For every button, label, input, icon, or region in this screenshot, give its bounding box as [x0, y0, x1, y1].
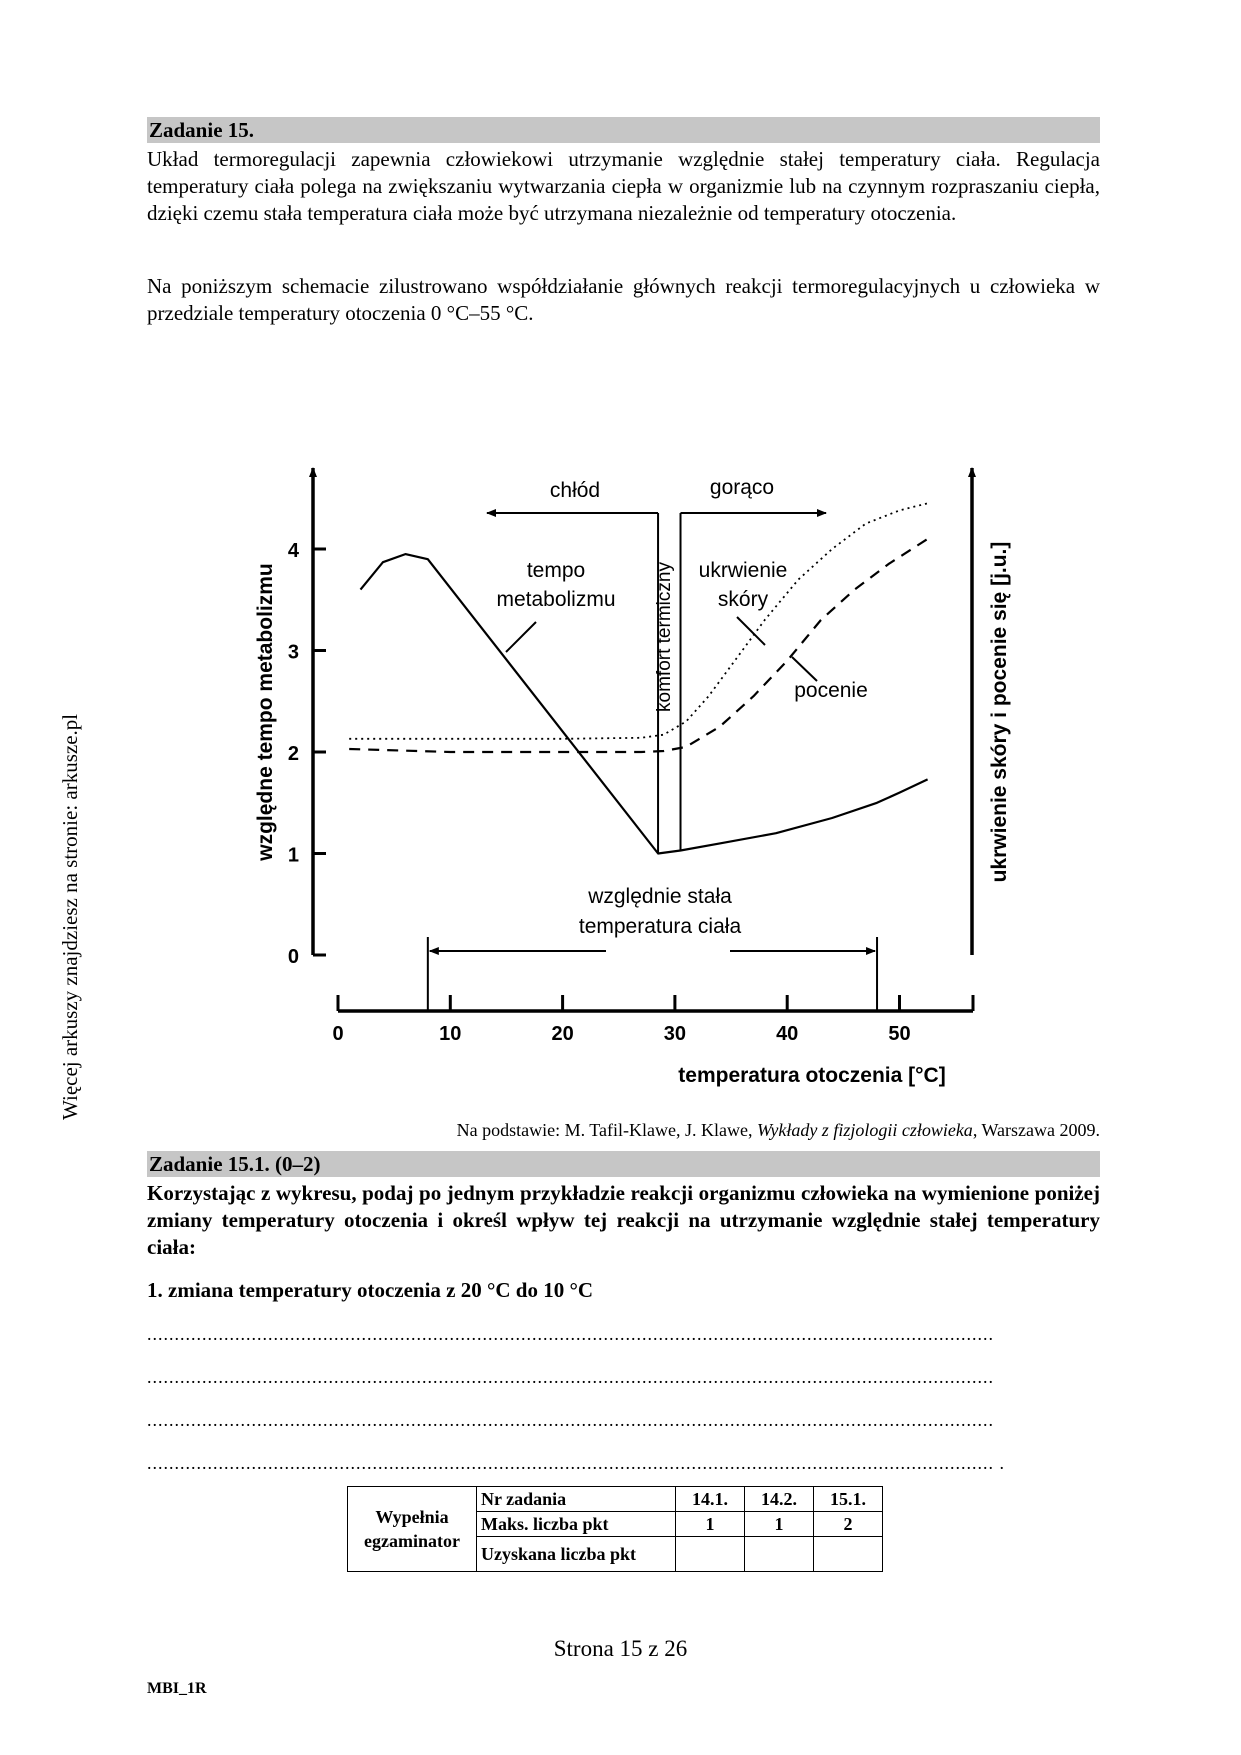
- constant-temp-label: względnie stała: [587, 885, 732, 908]
- left-y-axis-title: względne tempo metabolizmu: [254, 563, 277, 862]
- task-15-1-instruction: Korzystając z wykresu, podaj po jednym p…: [147, 1181, 1100, 1259]
- y-tick-label: 2: [288, 743, 299, 765]
- max-points: 1: [675, 1511, 745, 1537]
- source-title: Wykłady z fizjologii człowieka: [757, 1120, 973, 1140]
- exam-code: MBI_1R: [147, 1680, 207, 1697]
- metabolism-label: metabolizmu: [496, 588, 615, 611]
- figure-source: Na podstawie: M. Tafil-Klawe, J. Klawe, …: [457, 1120, 1100, 1141]
- x-tick-label: 30: [664, 1023, 686, 1045]
- source-suffix: , Warszawa 2009.: [972, 1120, 1100, 1140]
- examiner-label: Wypełnia egzaminator: [347, 1486, 477, 1572]
- answer-line[interactable]: ........................................…: [147, 1453, 1005, 1473]
- x-tick-label: 10: [439, 1023, 461, 1045]
- task-number: 14.1.: [675, 1486, 745, 1512]
- answer-line[interactable]: ........................................…: [147, 1410, 994, 1430]
- x-tick-label: 20: [551, 1023, 573, 1045]
- max-points: 2: [813, 1511, 883, 1537]
- series-line-2: [349, 537, 929, 754]
- series-line-1: [349, 502, 928, 740]
- y-tick-label: 0: [288, 946, 299, 968]
- x-tick-label: 50: [888, 1023, 910, 1045]
- answer-line[interactable]: ........................................…: [147, 1324, 994, 1344]
- task-15-1-header: Zadanie 15.1. (0–2): [147, 1151, 1100, 1177]
- y-tick-label: 1: [288, 845, 299, 867]
- sweating-leader: [791, 656, 818, 682]
- x-tick-label: 40: [776, 1023, 798, 1045]
- task-15-1-item-1: 1. zmiana temperatury otoczenia z 20 °C …: [147, 1278, 594, 1302]
- x-axis-title: temperatura otoczenia [°C]: [678, 1064, 945, 1087]
- skin-leader: [736, 616, 766, 646]
- answer-line[interactable]: ........................................…: [147, 1367, 994, 1387]
- x-tick-label: 0: [332, 1023, 343, 1045]
- chart-series: [349, 502, 929, 855]
- y-tick-label: 4: [288, 540, 300, 562]
- score-table: Wypełnia egzaminator Nr zadania 14.1. 14…: [347, 1486, 883, 1572]
- chart-annotations: komfort termiczny chłód gorąco tempo metabol…: [426, 476, 879, 1010]
- series-line-0: [359, 553, 929, 855]
- constant-temp-label: temperatura ciała: [579, 915, 742, 938]
- sweating-label: pocenie: [794, 679, 868, 702]
- task-15-diagram-description: Na poniższym schemacie zilustrowano wspó…: [147, 274, 1100, 325]
- comfort-label: komfort termiczny: [654, 562, 675, 712]
- obtained-points-cell[interactable]: [744, 1536, 814, 1572]
- y-tick-label: 3: [288, 642, 299, 664]
- task-15-intro: Układ termoregulacji zapewnia człowiekow…: [147, 147, 1100, 225]
- task-number: 15.1.: [813, 1486, 883, 1512]
- page-number: Strona 15 z 26: [553, 1636, 688, 1661]
- obtained-points-cell[interactable]: [675, 1536, 745, 1572]
- metabolism-leader: [505, 621, 537, 653]
- max-points: 1: [744, 1511, 814, 1537]
- metabolism-label: tempo: [527, 559, 585, 582]
- cold-label: chłód: [550, 479, 600, 502]
- task-number: 14.2.: [744, 1486, 814, 1512]
- hot-label: gorąco: [710, 476, 774, 499]
- skin-blood-flow-label: ukrwienie: [699, 559, 788, 582]
- right-y-axis-title: ukrwienie skóry i pocenie się [j.u.]: [988, 542, 1011, 883]
- row-label: Uzyskana liczba pkt: [476, 1536, 676, 1572]
- source-prefix: Na podstawie: M. Tafil-Klawe, J. Klawe,: [456, 1120, 757, 1140]
- row-label: Nr zadania: [476, 1486, 676, 1512]
- task-15-header: Zadanie 15.: [147, 117, 1100, 143]
- skin-blood-flow-label: skóry: [718, 588, 769, 611]
- obtained-points-cell[interactable]: [813, 1536, 883, 1572]
- row-label: Maks. liczba pkt: [476, 1511, 676, 1537]
